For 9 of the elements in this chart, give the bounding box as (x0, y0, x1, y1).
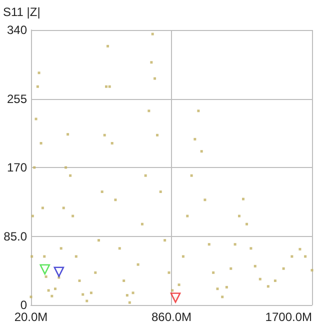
y-tick-label: 255 (6, 92, 28, 106)
y-tick-label: 170 (6, 160, 28, 174)
y-tick-label: 340 (6, 23, 28, 37)
x-tick-label: 20.0M (14, 310, 48, 324)
x-tick-label: 1700.0M (265, 310, 312, 324)
y-axis-title: S11 |Z| (3, 5, 40, 19)
y-tick-label: 85.0 (4, 229, 28, 244)
y-tick-label: 0 (20, 298, 28, 312)
x-tick-label: 860.0M (151, 310, 192, 324)
